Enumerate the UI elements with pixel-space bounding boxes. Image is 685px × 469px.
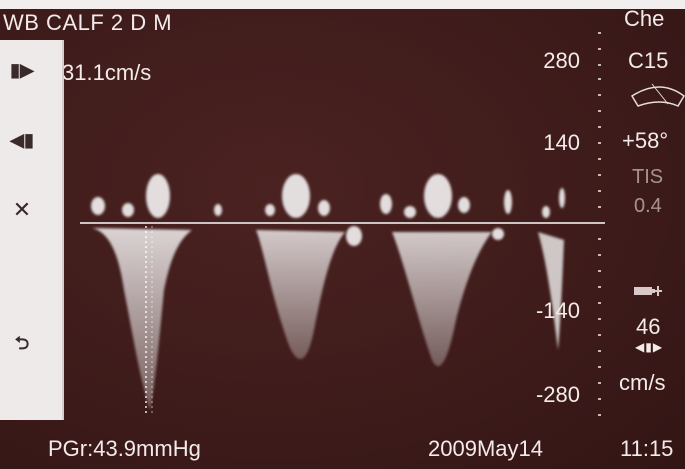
scale-unit: cm/s bbox=[619, 370, 666, 395]
gain-adjust-icon: ◀▮▶ bbox=[635, 340, 664, 354]
gain-readout: 46 bbox=[636, 314, 661, 339]
battery-icon bbox=[634, 286, 662, 296]
close-icon: ✕ bbox=[12, 197, 32, 222]
step-forward-icon: ▮▶ bbox=[10, 59, 34, 80]
tis-label: TIS bbox=[632, 166, 664, 188]
waveform-cycle-1 bbox=[92, 228, 192, 410]
scale-label-neg-140: -140 bbox=[535, 298, 580, 323]
step-back-button[interactable]: ◀▮ bbox=[10, 128, 34, 152]
probe-sector-icon bbox=[630, 86, 685, 107]
waveform-tail bbox=[538, 232, 564, 350]
velocity-readout: 31.1cm/s bbox=[62, 60, 152, 85]
spectrum-baseline bbox=[80, 222, 605, 224]
tis-value: 0.4 bbox=[634, 195, 662, 217]
waveform-cycle-3 bbox=[392, 232, 492, 367]
control-sidebar: ▮▶ ◀▮ ✕ ⮌ bbox=[0, 40, 64, 420]
scale-label-280: 280 bbox=[543, 48, 580, 73]
close-button[interactable]: ✕ bbox=[10, 197, 34, 222]
reverse-flow-bursts bbox=[91, 174, 565, 246]
exam-date: 2009May14 bbox=[428, 436, 543, 461]
exam-title: WB CALF 2 D M bbox=[3, 10, 173, 35]
pressure-gradient: PGr:43.9mmHg bbox=[48, 436, 201, 461]
preset-label: Che bbox=[624, 6, 665, 31]
step-back-icon: ◀▮ bbox=[10, 129, 34, 150]
return-button[interactable]: ⮌ bbox=[10, 333, 34, 358]
step-forward-button[interactable]: ▮▶ bbox=[10, 58, 34, 82]
waveform-cycle-2 bbox=[256, 230, 345, 360]
scale-label-140: 140 bbox=[543, 130, 580, 155]
return-icon: ⮌ bbox=[14, 333, 30, 353]
top-strip bbox=[0, 0, 685, 9]
scale-ticks bbox=[598, 20, 601, 430]
probe-label: C15 bbox=[628, 48, 669, 73]
exam-time: 11:15 bbox=[620, 436, 674, 461]
scale-label-neg-280: -280 bbox=[535, 382, 580, 407]
angle-readout: +58° bbox=[622, 128, 669, 153]
